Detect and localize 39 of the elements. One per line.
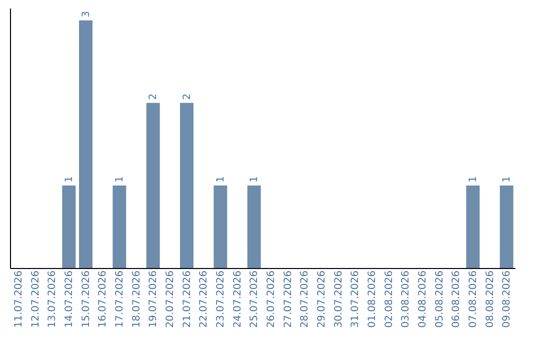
x-tick-label: 16.07.2026 (98, 270, 109, 328)
x-tick-label: 17.07.2026 (114, 270, 126, 328)
data-label: 2 (148, 94, 160, 100)
x-tick-label: 30.07.2026 (333, 270, 344, 328)
data-label: 1 (215, 176, 226, 182)
x-tick-label: 05.08.2026 (434, 270, 446, 328)
x-tick-label: 28.07.2026 (300, 270, 311, 328)
data-label: 1 (114, 176, 126, 182)
x-tick-label: 06.08.2026 (451, 270, 462, 328)
x-tick-label: 15.07.2026 (80, 270, 92, 328)
x-tick-label: 31.07.2026 (350, 270, 362, 328)
x-tick-label: 13.07.2026 (47, 270, 58, 328)
x-tick-label: 24.07.2026 (232, 270, 244, 328)
x-tick-label: 04.08.2026 (417, 270, 428, 328)
data-label: 1 (468, 176, 479, 182)
x-tick-label: 27.07.2026 (282, 270, 294, 328)
data-label: 1 (64, 176, 75, 182)
x-tick-label: 14.07.2026 (64, 270, 75, 328)
x-tick-label: 03.08.2026 (400, 270, 412, 328)
x-tick-label: 07.08.2026 (468, 270, 479, 328)
x-tick-label: 09.08.2026 (502, 270, 513, 328)
data-label: 1 (249, 176, 260, 182)
x-tick-label: 29.07.2026 (316, 270, 328, 328)
x-tick-label: 23.07.2026 (215, 270, 226, 328)
x-tick-label: 11.07.2026 (13, 270, 24, 328)
data-label: 1 (502, 176, 513, 182)
x-tick-label: 19.07.2026 (148, 270, 160, 328)
x-tick-label: 22.07.2026 (198, 270, 210, 328)
x-tick-label: 21.07.2026 (182, 270, 193, 328)
x-tick-label: 26.07.2026 (266, 270, 277, 328)
x-tick-label: 02.08.2026 (384, 270, 395, 328)
x-tick-label: 08.08.2026 (484, 270, 496, 328)
data-label: 3 (80, 11, 92, 18)
x-tick-label: 20.07.2026 (164, 270, 176, 328)
x-tick-label: 18.07.2026 (131, 270, 142, 328)
data-label: 2 (182, 94, 193, 100)
x-tick-label: 25.07.2026 (249, 270, 260, 328)
x-tick-label: 01.08.2026 (366, 270, 378, 328)
x-tick-label: 12.07.2026 (30, 270, 42, 328)
